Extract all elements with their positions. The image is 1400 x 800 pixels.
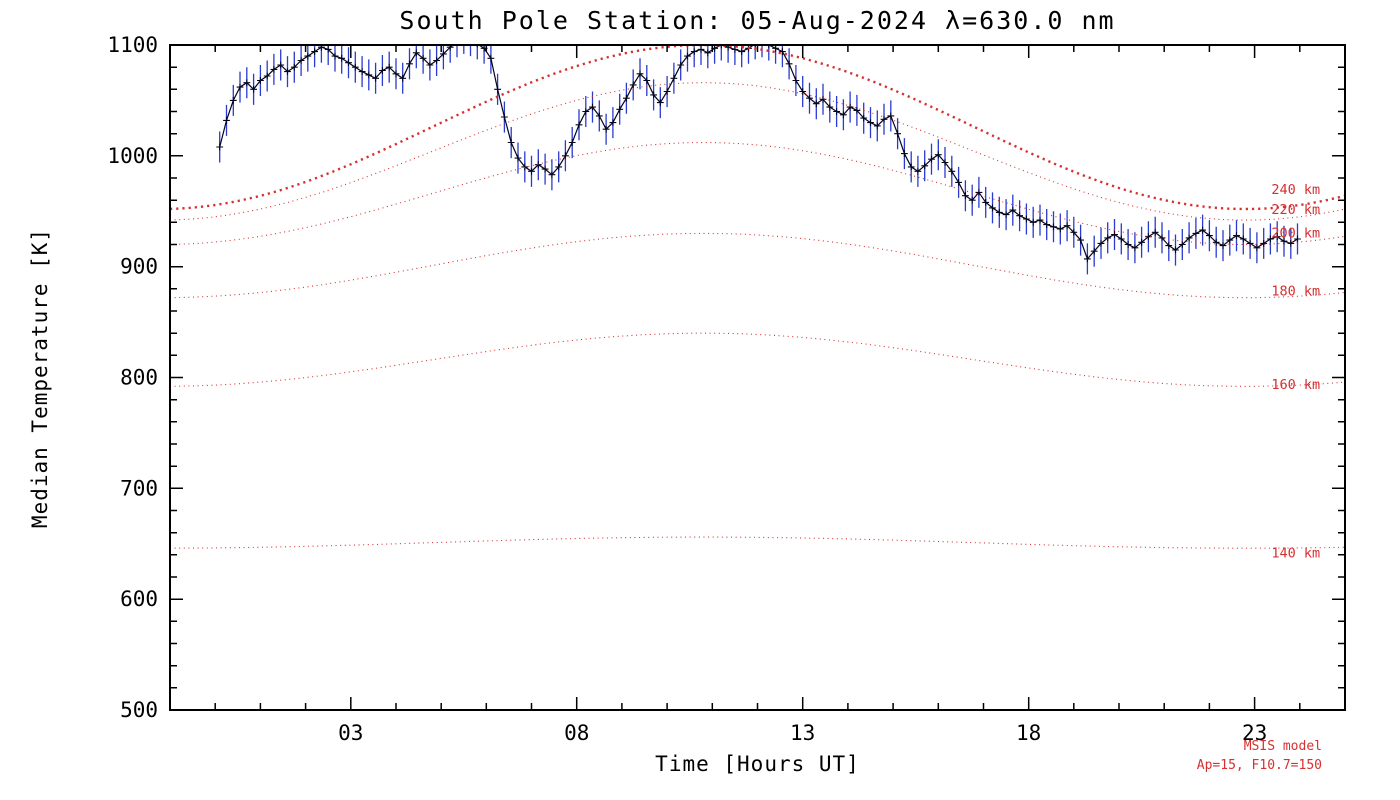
x-tick-label: 08 — [564, 721, 589, 745]
x-tick-label: 13 — [790, 721, 815, 745]
model-curve-220km — [170, 82, 1345, 221]
y-tick-label: 700 — [120, 476, 158, 500]
model-curve-200km — [170, 141, 1345, 246]
model-label-140km: 140 km — [1271, 546, 1320, 562]
plus-markers — [216, 45, 1301, 263]
x-tick-label: 18 — [1016, 721, 1041, 745]
y-tick-label: 800 — [120, 366, 158, 390]
y-tick-label: 900 — [120, 255, 158, 279]
msis-params-label: Ap=15, F10.7=150 — [1196, 757, 1322, 773]
model-curve-160km — [170, 332, 1345, 387]
msis-model-label: MSIS model — [1243, 739, 1322, 754]
model-curve-240km — [170, 45, 1345, 211]
x-axis-label: Time [Hours UT] — [655, 752, 860, 776]
model-curves — [170, 45, 1345, 549]
model-label-220km: 220 km — [1271, 202, 1320, 218]
y-tick-label: 500 — [120, 698, 158, 722]
tick-marks — [169, 44, 1346, 711]
error-bars — [219, 45, 1299, 275]
measured-series — [216, 45, 1301, 275]
x-tick-label: 23 — [1242, 721, 1267, 745]
model-label-160km: 160 km — [1271, 377, 1320, 393]
y-tick-label: 600 — [120, 587, 158, 611]
model-label-180km: 180 km — [1271, 284, 1320, 300]
msis-annotation: MSIS model Ap=15, F10.7=150 — [1197, 738, 1322, 776]
plot-box — [169, 44, 1346, 711]
model-label-200km: 200 km — [1271, 226, 1320, 242]
data-line — [219, 45, 1298, 261]
y-tick-label: 1000 — [107, 144, 158, 168]
x-tick-label: 03 — [338, 721, 363, 745]
chart-title: South Pole Station: 05-Aug-2024 λ=630.0 … — [399, 6, 1116, 35]
model-label-240km: 240 km — [1271, 182, 1320, 198]
y-axis-label: Median Temperature [K] — [28, 227, 52, 529]
axes: 03 08 13 18 23 500 600 700 800 900 1000 1100 — [107, 33, 1346, 745]
model-curve-140km — [170, 536, 1345, 549]
y-tick-label: 1100 — [107, 33, 158, 57]
